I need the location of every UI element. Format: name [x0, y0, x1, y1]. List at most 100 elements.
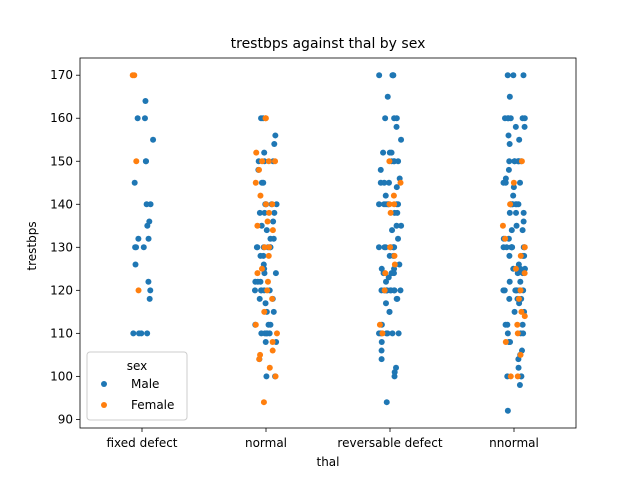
male-point [382, 115, 389, 122]
male-point [261, 149, 268, 156]
male-point [504, 407, 511, 414]
female-point [382, 270, 389, 277]
male-point [516, 136, 523, 143]
male-point [387, 287, 394, 294]
female-point [259, 158, 266, 165]
female-point [521, 244, 528, 251]
male-point [381, 179, 388, 186]
female-point [518, 158, 525, 165]
y-tick-label: 170 [50, 68, 73, 82]
female-point [258, 265, 265, 272]
y-axis: 90 100 110 120 130 140 150 160 170 [50, 68, 80, 426]
male-point [519, 321, 526, 328]
male-point [393, 123, 400, 130]
male-point [385, 274, 392, 281]
female-point [256, 166, 263, 173]
female-point [387, 244, 394, 251]
female-point [507, 201, 514, 208]
male-point [133, 244, 140, 251]
female-point [517, 351, 524, 358]
female-point [256, 356, 263, 363]
male-point [142, 98, 149, 105]
male-point [262, 338, 269, 345]
male-point [393, 184, 400, 191]
female-point [510, 179, 517, 186]
male-point [516, 300, 523, 307]
male-point [512, 123, 519, 130]
male-point [376, 72, 383, 79]
male-legend-marker [101, 381, 107, 387]
female-point [517, 287, 524, 294]
female-point [254, 222, 261, 229]
female-point [269, 227, 276, 234]
plot-area [79, 57, 577, 429]
y-tick-label: 90 [58, 412, 73, 426]
male-point [393, 295, 400, 302]
female-point [521, 313, 528, 320]
male-point [521, 123, 528, 130]
male-point [520, 72, 527, 79]
male-point [390, 72, 397, 79]
male-point [508, 244, 515, 251]
female-point [252, 179, 259, 186]
male-point [383, 278, 389, 285]
female-point [266, 209, 273, 216]
male-point [511, 308, 518, 315]
male-point [263, 227, 270, 234]
female-point [381, 287, 388, 294]
male-point [131, 179, 138, 186]
female-point [376, 321, 383, 328]
male-point [513, 209, 520, 216]
male-point [506, 278, 513, 285]
male-point [143, 201, 150, 208]
male-point [260, 179, 267, 186]
female-point [133, 158, 140, 165]
male-point [517, 179, 524, 186]
female-point [512, 265, 519, 272]
male-point [382, 300, 389, 307]
male-point [389, 330, 396, 337]
male-point [266, 330, 273, 337]
female-point [272, 158, 279, 165]
y-tick-label: 130 [50, 240, 73, 254]
male-point [510, 184, 517, 191]
male-point [505, 132, 512, 139]
male-point [394, 209, 401, 216]
male-point [384, 330, 391, 337]
female-point [272, 373, 279, 380]
x-tick-label: fixed defect [106, 436, 177, 450]
chart-title: trestbps against thal by sex [231, 36, 426, 52]
female-point [518, 308, 525, 315]
male-point [502, 321, 509, 328]
male-point [273, 201, 280, 208]
male-point [271, 141, 278, 148]
female-point [257, 192, 264, 199]
female-point [386, 201, 393, 208]
female-point [253, 149, 260, 156]
female-point [502, 235, 509, 242]
male-point [508, 227, 515, 234]
male-point [271, 209, 278, 216]
male-point [512, 287, 519, 294]
female-legend-label: Female [131, 398, 174, 412]
male-point [388, 149, 395, 156]
x-tick-label: normal [245, 436, 287, 450]
female-legend-marker [101, 402, 107, 408]
y-tick-label: 140 [50, 197, 73, 211]
male-point [380, 149, 387, 156]
male-point [395, 330, 402, 337]
female-point [391, 252, 398, 259]
male-point [258, 222, 265, 229]
male-point [256, 295, 263, 302]
y-tick-label: 110 [50, 326, 73, 340]
female-point [507, 373, 514, 380]
legend-title: sex [127, 359, 148, 373]
male-point [375, 244, 382, 251]
x-tick-label: nnormal [489, 436, 539, 450]
male-point [254, 278, 261, 285]
female-point [386, 158, 393, 165]
male-point [503, 244, 510, 251]
male-point [506, 209, 513, 216]
male-point [142, 158, 149, 165]
